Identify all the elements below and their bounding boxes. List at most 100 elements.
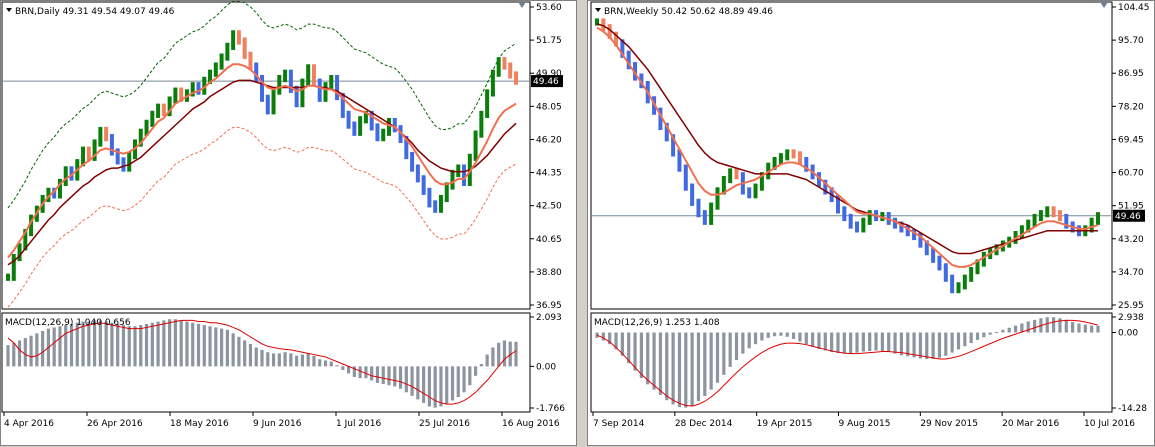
macd-histogram-bar (35, 333, 39, 367)
price-bar (17, 243, 22, 262)
macd-histogram-bar (81, 321, 85, 367)
price-bar (415, 164, 420, 183)
macd-histogram-bar (944, 332, 948, 356)
macd-histogram-bar (433, 366, 437, 408)
price-bar (502, 57, 507, 70)
macd-histogram-bar (887, 332, 891, 353)
macd-histogram-bar (627, 332, 631, 364)
macd-histogram-bar (162, 320, 166, 367)
price-bar (496, 57, 501, 77)
price-bar (109, 134, 114, 156)
price-bar (1032, 213, 1037, 227)
price-axis-label: 69.45 (1118, 135, 1144, 145)
macd-histogram-bar (601, 332, 605, 341)
macd-histogram-bar (370, 366, 374, 381)
macd-histogram-bar (121, 325, 126, 367)
macd-histogram-bar (41, 330, 45, 367)
macd-histogram-bar (295, 355, 299, 367)
price-pane-frame (590, 1, 1113, 310)
macd-histogram-bar (358, 366, 362, 379)
price-bar (363, 110, 368, 124)
macd-histogram-bar (652, 332, 656, 390)
macd-histogram-bar (456, 366, 460, 398)
daily-chart-window[interactable]: 53.60 51.75 49.90 48.05 46.20 44.35 42.50 40.65… (0, 0, 577, 446)
macd-histogram-bar (191, 322, 195, 367)
price-bar (190, 82, 195, 97)
macd-histogram-bar (703, 332, 707, 396)
macd-histogram-bar (925, 332, 929, 359)
macd-histogram-bar (179, 320, 183, 367)
price-bar (797, 151, 802, 165)
macd-histogram-bar (1077, 323, 1081, 333)
macd-histogram-bar (709, 332, 713, 390)
macd-histogram-bar (906, 332, 910, 357)
date-axis-label: 16 Aug 2016 (502, 419, 560, 429)
price-bar (508, 62, 513, 79)
price-bar (6, 273, 10, 281)
price-bar (1026, 219, 1031, 233)
price-bar (658, 107, 663, 130)
macd-header: MACD(12,26,9) 1.253 1.408 (594, 318, 720, 328)
price-bar (981, 251, 986, 267)
macd-histogram-bar (620, 332, 624, 356)
macd-histogram-bar (98, 320, 102, 367)
macd-histogram-bar (950, 332, 954, 353)
price-axis-label: 36.95 (536, 301, 562, 311)
price-bar (98, 126, 103, 147)
price-bar (369, 110, 374, 131)
macd-histogram-bar (283, 352, 287, 367)
price-bar (427, 187, 432, 208)
macd-histogram-bar (982, 332, 986, 338)
price-bar (323, 82, 328, 102)
macd-histogram-bar (823, 332, 827, 351)
price-bar (352, 121, 357, 136)
macd-histogram-bar (150, 322, 154, 367)
price-bar (277, 75, 282, 95)
macd-histogram-bar (969, 332, 973, 344)
price-bar (92, 139, 97, 161)
price-axis-label: 34.70 (1118, 268, 1144, 278)
macd-signal-line (596, 319, 1099, 407)
price-bar (462, 164, 467, 186)
price-bar (300, 78, 305, 108)
macd-histogram-bar (861, 332, 865, 352)
price-bar (294, 85, 299, 108)
macd-histogram-bar (427, 366, 432, 407)
price-bar (918, 232, 923, 248)
weekly-chart-window[interactable]: 104.45 95.70 86.95 78.20 69.45 60.70 51.95 43.2… (587, 0, 1155, 446)
price-bar (150, 110, 155, 127)
price-bar (202, 76, 207, 95)
daily-chart-canvas[interactable]: 53.60 51.75 49.90 48.05 46.20 44.35 42.50 40.65… (1, 1, 578, 447)
price-bar (248, 51, 253, 70)
price-bar (772, 156, 777, 170)
macd-histogram-bar (963, 332, 967, 347)
macd-histogram-bar (741, 332, 745, 354)
price-bar (156, 103, 161, 118)
price-bar (392, 117, 397, 133)
price-bar (753, 183, 758, 199)
price-bar (962, 274, 967, 290)
price-bar (595, 18, 599, 26)
macd-histogram-bar (254, 347, 258, 367)
macd-histogram-bar (1020, 323, 1024, 333)
macd-histogram-bar (880, 332, 884, 352)
macd-histogram-bar (1064, 319, 1068, 333)
price-bar (398, 125, 403, 144)
price-bar (11, 253, 16, 281)
macd-histogram-bar (497, 342, 501, 367)
macd-histogram-bar (393, 366, 397, 387)
price-axis-label: 60.70 (1118, 169, 1144, 179)
price-axis-label: 44.35 (536, 169, 562, 179)
price-bar (421, 175, 426, 195)
price-bar (816, 172, 821, 187)
macd-histogram-bar (260, 349, 264, 367)
date-axis-label: 9 Aug 2015 (839, 419, 891, 429)
weekly-chart-canvas[interactable]: 104.45 95.70 86.95 78.20 69.45 60.70 51.95 43.2… (588, 1, 1155, 447)
macd-signal-line (7, 319, 517, 405)
price-bar (899, 221, 904, 233)
macd-histogram-bar (1052, 317, 1056, 333)
slow-ma-line (7, 79, 517, 266)
macd-histogram-bar (225, 329, 229, 367)
macd-histogram-bar (219, 328, 224, 367)
price-bar (912, 229, 917, 241)
